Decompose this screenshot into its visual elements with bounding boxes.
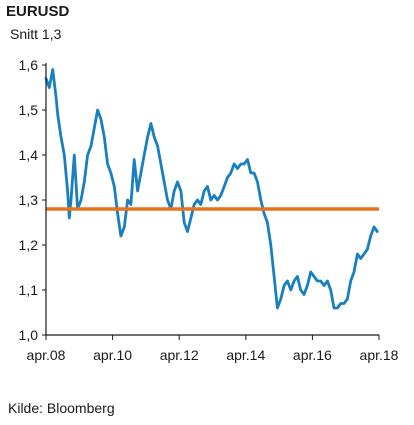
y-tick-label: 1,4 [19,147,39,163]
x-tick-label: apr.12 [160,347,199,363]
y-axis: 1,0 1,1 1,2 1,3 1,4 1,5 1,6 [19,57,46,343]
chart-title: EURUSD [6,3,70,20]
y-tick-label: 1,0 [19,327,39,343]
eurusd-line [44,68,379,310]
y-tick-label: 1,6 [19,57,39,73]
series-group [44,68,379,310]
axis-lines [45,63,379,336]
y-tick-label: 1,3 [19,192,39,208]
x-axis: apr.08 apr.10 apr.12 apr.14 apr.16 apr.18 [27,335,399,363]
x-tick-label: apr.18 [360,347,399,363]
y-tick-label: 1,1 [19,282,39,298]
source-note: Kilde: Bloomberg [8,400,115,416]
x-tick-label: apr.10 [93,347,132,363]
chart-subtitle: Snitt 1,3 [10,26,62,42]
y-tick-label: 1,2 [19,237,39,253]
x-tick-label: apr.16 [293,347,332,363]
x-tick-label: apr.14 [226,347,265,363]
y-tick-label: 1,5 [19,102,39,118]
x-tick-label: apr.08 [27,347,66,363]
